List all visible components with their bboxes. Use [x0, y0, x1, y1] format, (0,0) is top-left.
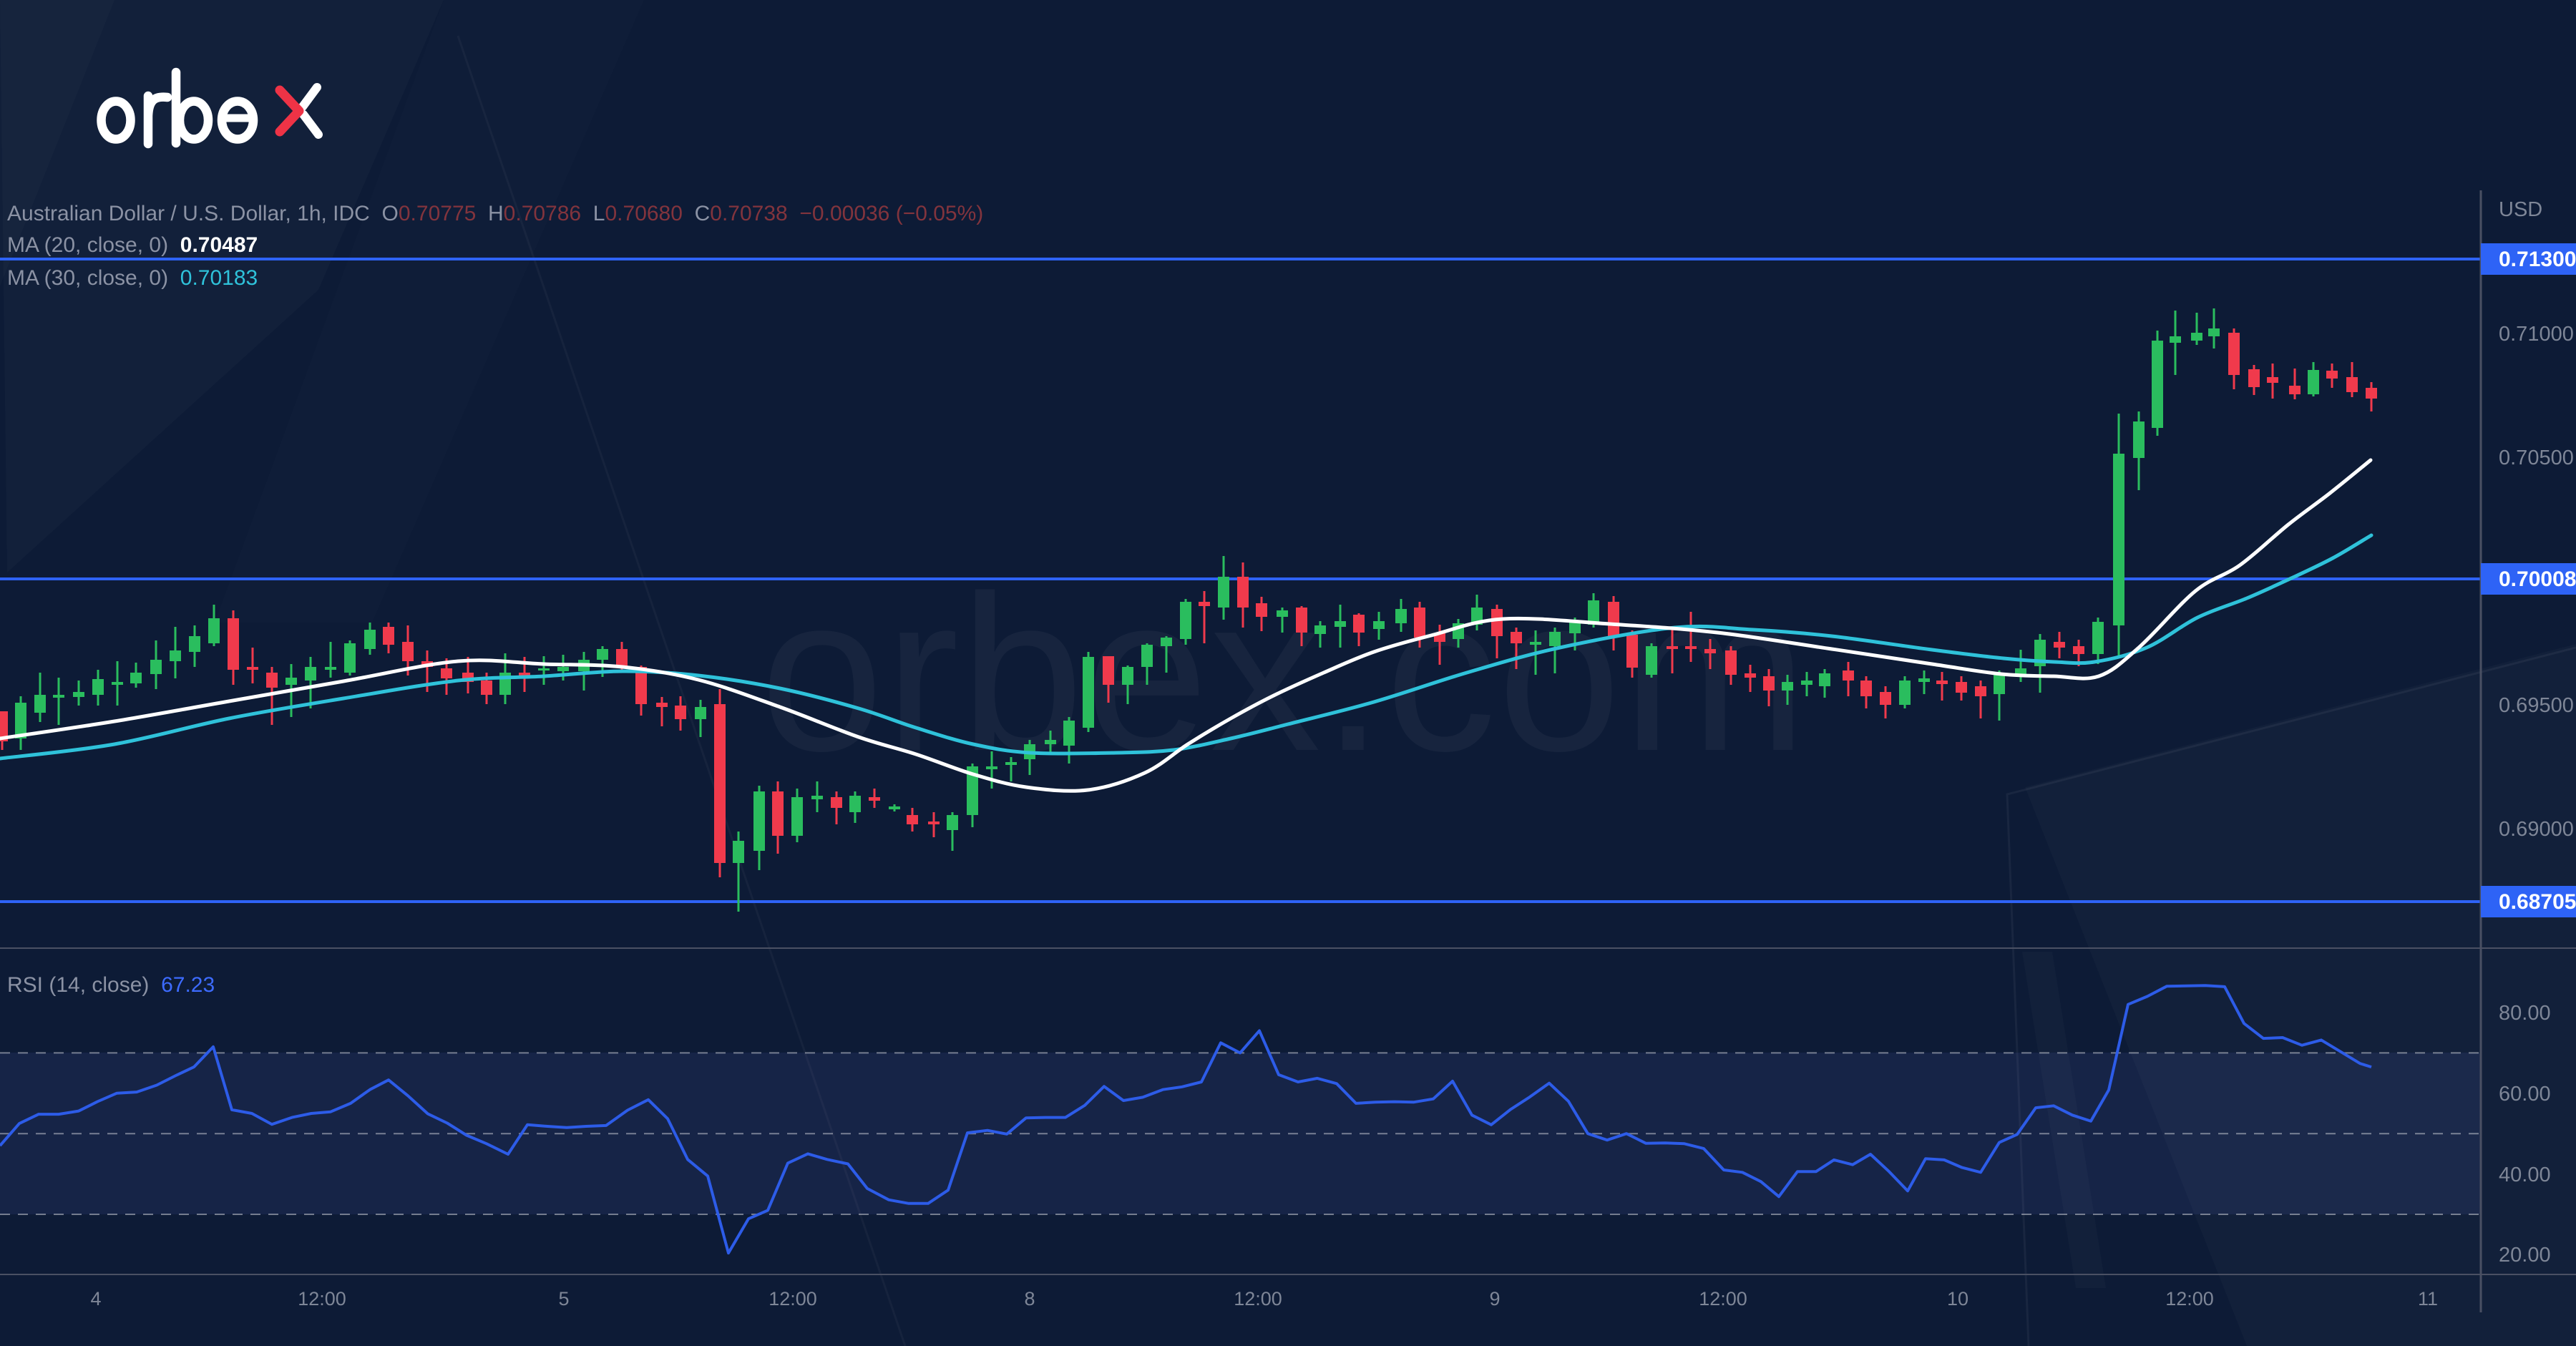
svg-text:MA (20, close, 0) 0.70487: MA (20, close, 0) 0.70487: [7, 233, 258, 257]
svg-text:0.69000: 0.69000: [2499, 818, 2574, 841]
svg-text:USD: USD: [2499, 198, 2542, 221]
svg-text:60.00: 60.00: [2499, 1083, 2551, 1106]
svg-text:12:00: 12:00: [1234, 1288, 1282, 1310]
svg-text:10: 10: [1947, 1288, 1968, 1310]
svg-text:12:00: 12:00: [2165, 1288, 2214, 1310]
svg-text:MA (30, close, 0) 0.70183: MA (30, close, 0) 0.70183: [7, 266, 258, 290]
svg-text:12:00: 12:00: [298, 1288, 346, 1310]
svg-text:9: 9: [1489, 1288, 1500, 1310]
svg-text:0.70008: 0.70008: [2499, 567, 2576, 591]
svg-text:4: 4: [90, 1288, 101, 1310]
svg-text:0.69500: 0.69500: [2499, 694, 2574, 717]
svg-text:Australian Dollar / U.S. Dolla: Australian Dollar / U.S. Dollar, 1h, IDC…: [7, 202, 983, 225]
svg-text:11: 11: [2418, 1288, 2438, 1310]
svg-text:0.70500: 0.70500: [2499, 447, 2574, 469]
svg-text:8: 8: [1024, 1288, 1035, 1310]
svg-text:0.71300: 0.71300: [2499, 248, 2576, 271]
svg-text:RSI (14, close) 67.23: RSI (14, close) 67.23: [7, 973, 215, 997]
svg-text:12:00: 12:00: [769, 1288, 817, 1310]
svg-text:20.00: 20.00: [2499, 1244, 2551, 1267]
svg-text:0.68705: 0.68705: [2499, 890, 2576, 914]
svg-text:5: 5: [558, 1288, 569, 1310]
svg-text:0.71000: 0.71000: [2499, 323, 2574, 346]
svg-text:80.00: 80.00: [2499, 1002, 2551, 1025]
svg-text:12:00: 12:00: [1699, 1288, 1747, 1310]
svg-text:40.00: 40.00: [2499, 1164, 2551, 1186]
